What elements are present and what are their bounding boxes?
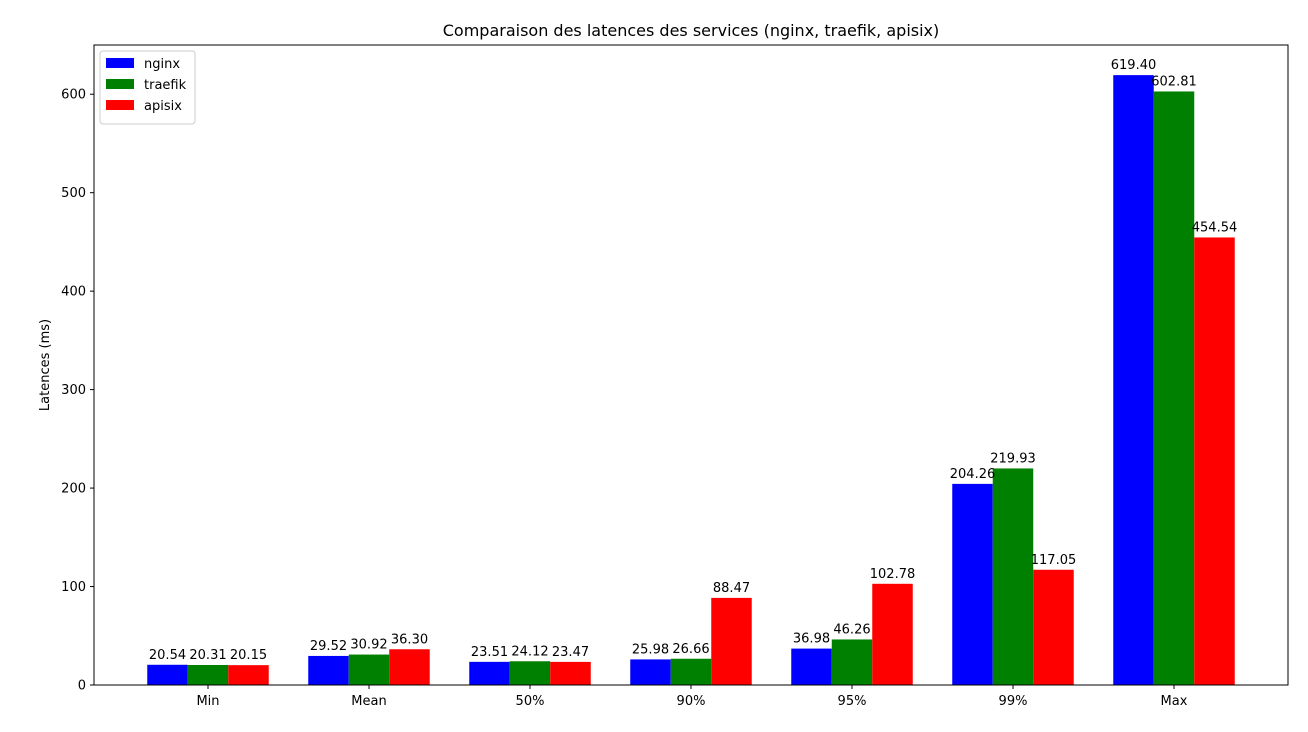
y-tick-label: 100: [61, 580, 86, 595]
bar-nginx-95%: [791, 648, 832, 685]
bars-layer: [147, 75, 1235, 686]
y-tick-label: 400: [61, 285, 86, 300]
data-label-nginx-95%: 36.98: [793, 632, 830, 647]
data-label-apisix-Mean: 36.30: [391, 632, 428, 647]
x-tick-label-99%: 99%: [999, 694, 1028, 709]
data-labels-layer: 20.54 29.52 23.51 25.98 36.98 204.26 619.40 20.…: [149, 58, 1237, 663]
bar-nginx-Min: [147, 664, 188, 685]
data-label-traefik-Mean: 30.92: [350, 638, 387, 653]
legend-swatch-traefik: [106, 79, 134, 89]
y-tick-label: 600: [61, 88, 86, 103]
data-label-traefik-Max: 602.81: [1151, 74, 1197, 89]
data-label-apisix-Max: 454.54: [1192, 220, 1238, 235]
chart-title: Comparaison des latences des services (n…: [443, 21, 940, 40]
y-axis-label: Latences (ms): [38, 319, 53, 411]
data-label-traefik-90%: 26.66: [672, 642, 709, 657]
data-label-traefik-50%: 24.12: [511, 644, 548, 659]
y-tick-label: 500: [61, 186, 86, 201]
data-label-apisix-Min: 20.15: [230, 648, 267, 663]
x-axis: Min Mean 50% 90% 95% 99% Max: [196, 685, 1188, 709]
bar-apisix-Mean: [389, 649, 430, 685]
bar-traefik-99%: [992, 468, 1034, 685]
plot-frame: [93, 44, 1289, 686]
data-label-apisix-95%: 102.78: [870, 567, 916, 582]
legend-swatch-nginx: [106, 58, 134, 68]
data-label-nginx-50%: 23.51: [471, 645, 508, 660]
y-axis: 0 100 200 300 400 500 600: [61, 88, 94, 694]
data-label-nginx-90%: 25.98: [632, 642, 669, 657]
bar-traefik-50%: [509, 661, 551, 685]
legend-label-traefik: traefik: [144, 78, 187, 93]
y-tick-label: 300: [61, 383, 86, 398]
data-label-apisix-50%: 23.47: [552, 645, 589, 660]
bar-nginx-Max: [1113, 75, 1154, 686]
bar-apisix-50%: [550, 661, 591, 685]
bar-traefik-90%: [670, 658, 712, 685]
x-tick-label-Min: Min: [196, 694, 219, 709]
bar-traefik-Max: [1153, 91, 1195, 686]
data-label-traefik-99%: 219.93: [990, 451, 1036, 466]
data-label-apisix-99%: 117.05: [1031, 553, 1077, 568]
bar-nginx-99%: [952, 483, 993, 685]
bar-traefik-Min: [187, 665, 229, 685]
y-tick-label: 0: [78, 679, 86, 694]
y-tick-label: 200: [61, 482, 86, 497]
bar-apisix-95%: [872, 583, 913, 685]
x-tick-label-Max: Max: [1161, 694, 1188, 709]
x-tick-label-90%: 90%: [677, 694, 706, 709]
data-label-nginx-Max: 619.40: [1111, 58, 1157, 73]
bar-apisix-90%: [711, 597, 752, 685]
bar-nginx-Mean: [308, 655, 349, 685]
legend: nginx traefik apisix: [99, 50, 196, 125]
data-label-nginx-Min: 20.54: [149, 648, 186, 663]
bar-traefik-Mean: [348, 654, 390, 685]
data-label-nginx-99%: 204.26: [950, 467, 996, 482]
bar-apisix-Min: [228, 665, 269, 685]
x-tick-label-Mean: Mean: [351, 694, 386, 709]
bar-nginx-90%: [630, 659, 671, 685]
legend-label-nginx: nginx: [144, 57, 180, 72]
bar-apisix-Max: [1194, 237, 1235, 685]
x-tick-label-95%: 95%: [838, 694, 867, 709]
x-tick-label-50%: 50%: [516, 694, 545, 709]
data-label-nginx-Mean: 29.52: [310, 639, 347, 654]
data-label-traefik-Min: 20.31: [189, 648, 226, 663]
bar-nginx-50%: [469, 661, 510, 685]
bar-apisix-99%: [1033, 569, 1074, 685]
data-label-traefik-95%: 46.26: [833, 622, 870, 637]
legend-swatch-apisix: [106, 100, 134, 110]
data-label-apisix-90%: 88.47: [713, 581, 750, 596]
legend-label-apisix: apisix: [144, 99, 182, 114]
bar-traefik-95%: [831, 639, 873, 685]
